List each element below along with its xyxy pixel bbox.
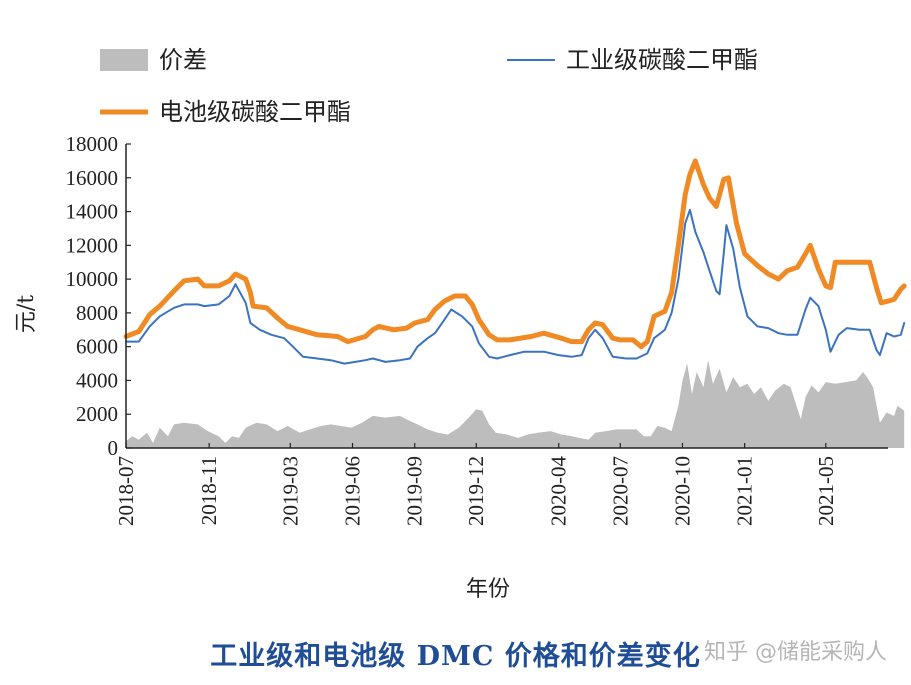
- x-tick-label: 2020-07: [608, 456, 632, 526]
- y-tick-label: 12000: [66, 233, 119, 257]
- x-tick-label: 2019-09: [403, 456, 427, 526]
- x-tick-label: 2021-01: [733, 456, 757, 526]
- plot-area: [123, 158, 907, 448]
- y-tick-label: 4000: [76, 368, 118, 392]
- series-spread-area: [126, 360, 905, 448]
- legend: 价差 工业级碳酸二甲酯 电池级碳酸二甲酯: [100, 46, 758, 126]
- y-axis-title: 元/t: [14, 295, 39, 333]
- legend-label-industrial: 工业级碳酸二甲酯: [566, 46, 758, 74]
- x-tick-label: 2019-06: [341, 456, 365, 526]
- legend-swatch-spread: [100, 49, 148, 71]
- y-tick-label: 6000: [76, 335, 118, 359]
- legend-label-battery: 电池级碳酸二甲酯: [159, 98, 351, 126]
- series-battery-line: [123, 158, 907, 350]
- x-axis-title: 年份: [466, 577, 510, 602]
- y-tick-label: 0: [108, 436, 119, 460]
- y-tick-label: 18000: [66, 132, 119, 156]
- axes: 0 2000 4000 6000 8000 10000 12000 14000 16000 180…: [66, 132, 888, 526]
- y-tick-label: 14000: [66, 200, 119, 224]
- y-tick-label: 2000: [76, 402, 118, 426]
- series-industrial-line: [125, 208, 906, 365]
- watermark: 知乎 @储能采购人: [704, 640, 887, 665]
- x-tick-label: 2019-03: [278, 456, 302, 526]
- legend-label-spread: 价差: [159, 46, 207, 74]
- x-tick-label: 2020-04: [547, 456, 571, 526]
- y-tick-label: 8000: [76, 301, 118, 325]
- chart-caption: 工业级和电池级 DMC 价格和价差变化: [210, 641, 701, 672]
- y-tick-label: 16000: [66, 166, 119, 190]
- x-tick-label: 2020-10: [671, 456, 695, 526]
- x-tick-label: 2021-05: [814, 456, 838, 526]
- y-tick-label: 10000: [66, 267, 119, 291]
- x-tick-label: 2018-07: [114, 456, 138, 526]
- x-tick-label: 2018-11: [197, 456, 221, 525]
- x-tick-label: 2019-12: [464, 456, 488, 526]
